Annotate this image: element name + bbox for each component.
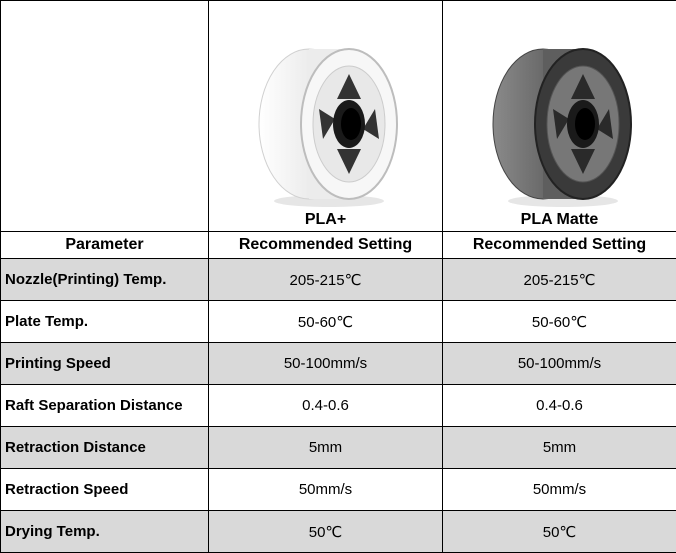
product-name-pla-plus: PLA+: [305, 211, 346, 229]
white-filament-spool-icon: [251, 39, 401, 209]
pla-matte-value: 205-215℃: [443, 259, 676, 301]
product-cell-pla-matte: PLA Matte: [443, 1, 676, 232]
pla-matte-value: 5mm: [443, 427, 676, 469]
gray-filament-spool-icon: [485, 39, 635, 209]
param-label: Nozzle(Printing) Temp.: [1, 259, 209, 301]
param-label: Printing Speed: [1, 343, 209, 385]
parameter-header: Parameter: [1, 232, 209, 259]
product-name-pla-matte: PLA Matte: [521, 211, 599, 229]
param-label: Retraction Distance: [1, 427, 209, 469]
pla-plus-value: 5mm: [209, 427, 443, 469]
pla-plus-value: 50-60℃: [209, 301, 443, 343]
pla-plus-value: 0.4-0.6: [209, 385, 443, 427]
param-label: Raft Separation Distance: [1, 385, 209, 427]
pla-plus-value: 205-215℃: [209, 259, 443, 301]
header-row: Parameter Recommended Setting Recommende…: [1, 232, 676, 259]
pla-matte-value: 50mm/s: [443, 469, 676, 511]
pla-matte-value: 50℃: [443, 511, 676, 553]
pla-plus-value: 50-100mm/s: [209, 343, 443, 385]
pla-plus-value: 50℃: [209, 511, 443, 553]
pla-matte-subtitle: Recommended Setting: [443, 232, 676, 259]
product-image-row: PLA+: [1, 1, 676, 232]
product-cell-pla-plus: PLA+: [209, 1, 443, 232]
pla-matte-value: 0.4-0.6: [443, 385, 676, 427]
pla-matte-value: 50-100mm/s: [443, 343, 676, 385]
param-label: Drying Temp.: [1, 511, 209, 553]
table-row: Retraction Speed 50mm/s 50mm/s: [1, 469, 676, 511]
table-row: Plate Temp. 50-60℃ 50-60℃: [1, 301, 676, 343]
param-label: Plate Temp.: [1, 301, 209, 343]
pla-plus-subtitle: Recommended Setting: [209, 232, 443, 259]
pla-plus-value: 50mm/s: [209, 469, 443, 511]
pla-matte-value: 50-60℃: [443, 301, 676, 343]
table-row: Nozzle(Printing) Temp. 205-215℃ 205-215℃: [1, 259, 676, 301]
table-row: Retraction Distance 5mm 5mm: [1, 427, 676, 469]
table-row: Printing Speed 50-100mm/s 50-100mm/s: [1, 343, 676, 385]
table-row: Raft Separation Distance 0.4-0.6 0.4-0.6: [1, 385, 676, 427]
empty-corner-cell: [1, 1, 209, 232]
param-label: Retraction Speed: [1, 469, 209, 511]
table-row: Drying Temp. 50℃ 50℃: [1, 511, 676, 553]
